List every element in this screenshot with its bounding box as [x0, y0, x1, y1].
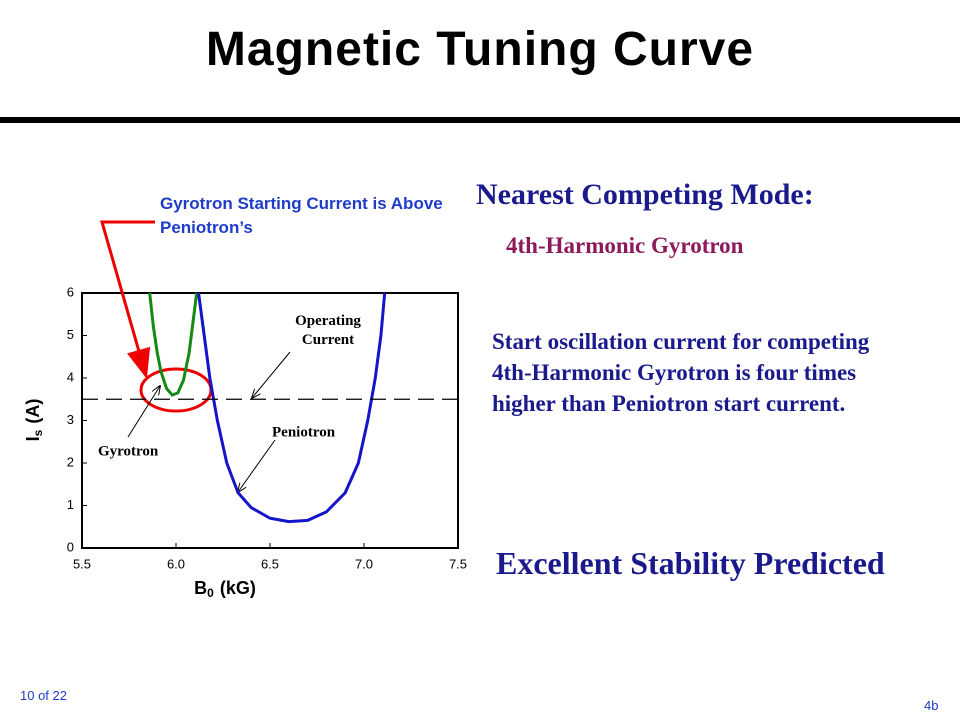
- series-label: Operating Current: [295, 313, 361, 348]
- callout-arrow: [100, 220, 155, 379]
- page-number: 10 of 22: [20, 688, 67, 703]
- heading: Nearest Competing Mode:: [476, 178, 814, 211]
- series-label: Peniotron: [272, 424, 336, 440]
- y-axis-label: Is (A): [23, 399, 45, 442]
- x-tick-label: 5.5: [73, 556, 91, 571]
- series-line: [197, 292, 387, 524]
- slide-id: 4b: [924, 698, 939, 713]
- y-tick-label: 6: [67, 284, 74, 299]
- y-tick-label: 2: [67, 454, 74, 469]
- conclusion: Excellent Stability Predicted: [496, 545, 885, 581]
- label-part: s: [31, 429, 45, 436]
- label-part: (A): [23, 399, 43, 424]
- body-text: Start oscillation current for competing …: [492, 329, 870, 416]
- series-line: [148, 292, 199, 397]
- x-tick-label: 7.0: [355, 556, 373, 571]
- y-tick-label: 5: [67, 327, 74, 342]
- pointer-arrow: [252, 351, 291, 398]
- label-part: B: [194, 578, 207, 598]
- x-tick-label: 7.5: [449, 556, 467, 571]
- highlight-ellipse: [139, 367, 213, 413]
- label-part: 0: [207, 586, 214, 600]
- y-tick-label: 4: [67, 369, 74, 384]
- x-axis-label: B0 (kG): [194, 578, 256, 600]
- y-tick-label: 3: [67, 412, 74, 427]
- title-rule: [0, 117, 960, 123]
- callout: Gyrotron Starting Current is Above Penio…: [160, 194, 443, 237]
- slide-title: Magnetic Tuning Curve: [205, 23, 755, 76]
- label-part: (kG): [220, 578, 256, 598]
- x-tick-label: 6.5: [261, 556, 279, 571]
- x-tick-label: 6.0: [167, 556, 185, 571]
- y-tick-label: 1: [67, 497, 74, 512]
- label-part: I: [23, 436, 43, 441]
- series-label: Gyrotron: [98, 443, 159, 459]
- y-tick-label: 0: [67, 539, 74, 554]
- pointer-arrow: [238, 439, 276, 492]
- subheading: 4th-Harmonic Gyrotron: [506, 233, 744, 258]
- pointer-arrow: [127, 386, 160, 438]
